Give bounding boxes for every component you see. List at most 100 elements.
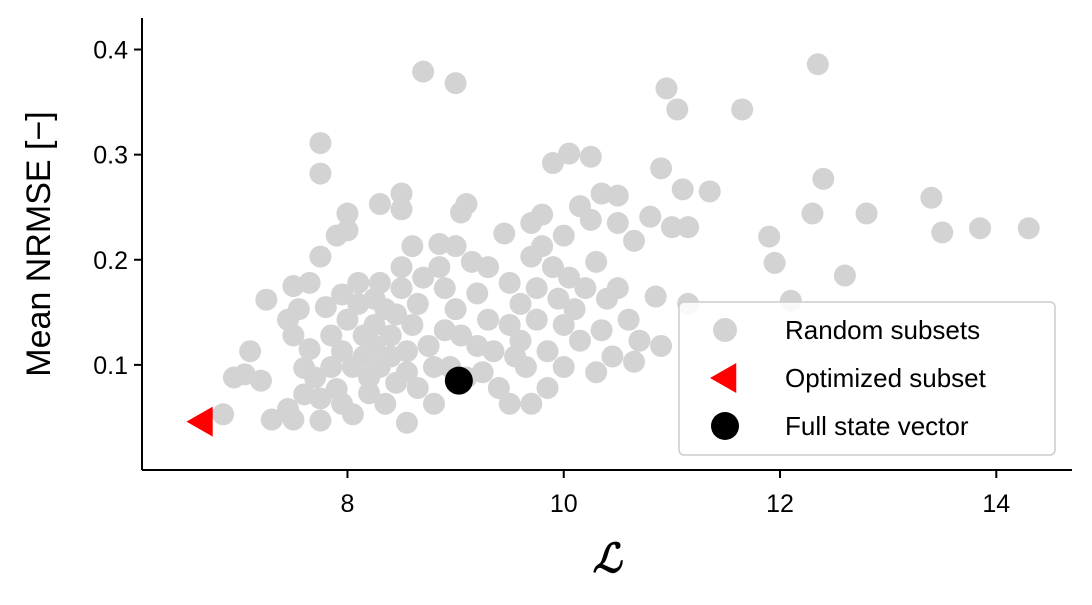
data-point: [969, 217, 992, 240]
data-point: [541, 152, 564, 175]
full-state-point: [444, 366, 473, 395]
x-tick-label: 12: [766, 490, 794, 518]
data-point: [368, 193, 391, 216]
legend-box: [678, 301, 1056, 456]
data-point: [509, 329, 532, 352]
data-point: [309, 162, 332, 185]
legend-label: Random subsets: [785, 315, 980, 345]
legend-marker: [713, 318, 737, 342]
data-point: [309, 387, 332, 410]
data-point: [385, 303, 408, 326]
data-point: [590, 319, 613, 342]
data-point: [444, 235, 467, 258]
data-point: [509, 292, 532, 315]
data-point: [212, 403, 235, 426]
series-1: [186, 406, 213, 437]
y-tick-label: 0.2: [93, 247, 128, 275]
data-point: [623, 350, 646, 373]
data-point: [320, 355, 343, 378]
data-point: [606, 184, 629, 207]
data-point: [287, 298, 310, 321]
y-axis-label: Mean NRMSE [−]: [20, 111, 58, 376]
data-point: [239, 340, 262, 363]
data-point: [444, 298, 467, 321]
data-point: [514, 355, 537, 378]
x-tick-label: 8: [341, 490, 355, 518]
data-point: [406, 377, 429, 400]
y-tick-label: 0.3: [93, 142, 128, 170]
data-point: [498, 313, 521, 336]
data-point: [639, 205, 662, 228]
data-point: [660, 216, 683, 239]
data-point: [920, 186, 943, 209]
data-point: [552, 355, 575, 378]
data-point: [309, 409, 332, 432]
data-point: [552, 224, 575, 247]
data-point: [331, 283, 354, 306]
data-point: [390, 277, 413, 300]
data-point: [801, 202, 824, 225]
data-point: [590, 182, 613, 205]
data-point: [833, 264, 856, 287]
data-point: [336, 202, 359, 225]
data-point: [341, 403, 364, 426]
data-point: [395, 340, 418, 363]
data-point: [574, 277, 597, 300]
data-point: [395, 411, 418, 434]
data-point: [498, 271, 521, 294]
data-point: [309, 245, 332, 268]
data-point: [249, 369, 272, 392]
data-point: [606, 211, 629, 234]
x-axis-label: ℒ: [593, 535, 624, 582]
data-point: [298, 271, 321, 294]
data-point: [812, 167, 835, 190]
data-point: [466, 282, 489, 305]
legend-label: Full state vector: [785, 411, 969, 441]
data-point: [698, 180, 721, 203]
data-point: [390, 198, 413, 221]
data-point: [358, 382, 381, 405]
data-point: [450, 324, 473, 347]
data-point: [525, 277, 548, 300]
data-point: [282, 324, 305, 347]
data-point: [487, 377, 510, 400]
points-layer: [186, 53, 1040, 437]
data-point: [855, 202, 878, 225]
x-tick-label: 14: [982, 490, 1010, 518]
legend-marker: [711, 412, 739, 440]
data-point: [428, 256, 451, 279]
data-point: [304, 366, 327, 389]
data-point: [493, 222, 516, 245]
data-point: [412, 60, 435, 83]
data-point: [601, 345, 624, 368]
data-point: [525, 308, 548, 331]
data-point: [677, 216, 700, 239]
data-point: [650, 334, 673, 357]
data-point: [477, 308, 500, 331]
data-point: [536, 340, 559, 363]
data-point: [374, 392, 397, 415]
data-point: [417, 334, 440, 357]
data-point: [644, 285, 667, 308]
data-point: [520, 392, 543, 415]
data-point: [758, 225, 781, 248]
data-point: [585, 250, 608, 273]
data-point: [477, 256, 500, 279]
data-point: [314, 296, 337, 319]
data-point: [401, 235, 424, 258]
y-tick-label: 0.4: [93, 37, 128, 65]
data-point: [412, 266, 435, 289]
data-point: [331, 340, 354, 363]
data-point: [1017, 217, 1040, 240]
y-ticks: 0.1 0.2 0.3 0.4: [93, 37, 142, 380]
data-point: [498, 392, 521, 415]
data-point: [255, 288, 278, 311]
data-point: [422, 392, 445, 415]
data-point: [541, 256, 564, 279]
data-point: [260, 408, 283, 431]
data-point: [395, 361, 418, 384]
data-point: [471, 361, 494, 384]
data-point: [531, 203, 554, 226]
data-point: [763, 251, 786, 274]
data-point: [579, 145, 602, 168]
